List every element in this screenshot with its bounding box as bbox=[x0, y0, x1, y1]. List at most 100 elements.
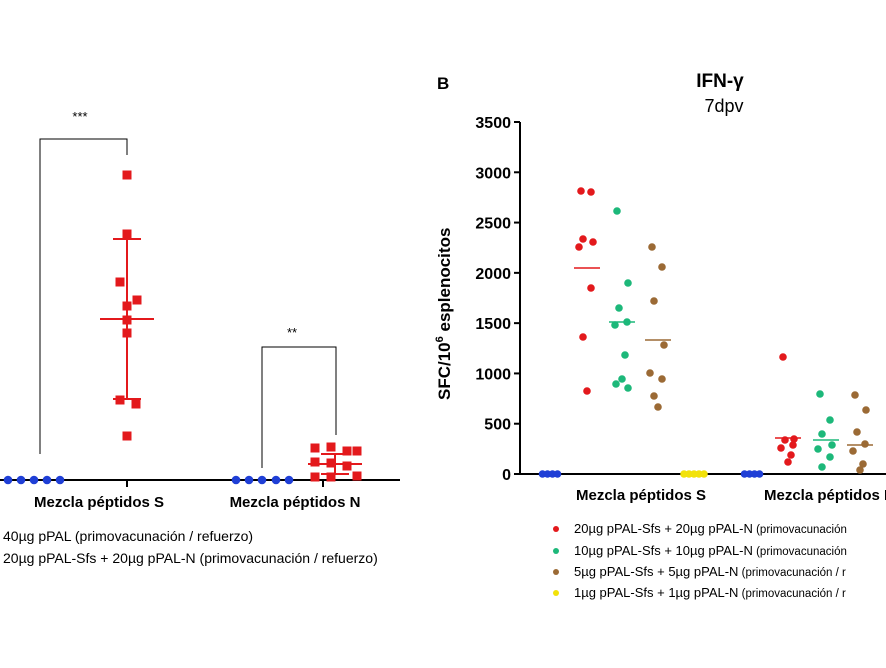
panel-b-point bbox=[615, 304, 623, 312]
panel-b-point bbox=[650, 392, 658, 400]
panel-b-point bbox=[613, 207, 621, 215]
panel-b-point bbox=[859, 460, 867, 468]
panel-b-legend-entry: 10µg pPAL-Sfs + 10µg pPAL-N (primovacuna… bbox=[574, 543, 847, 558]
panel-b-point bbox=[862, 406, 870, 414]
panel-b-point bbox=[650, 297, 658, 305]
panel-b-point bbox=[826, 453, 834, 461]
panel-b-point bbox=[553, 470, 562, 478]
panel-b-point bbox=[856, 466, 864, 474]
panel-a-category-label: Mezcla péptidos N bbox=[230, 494, 361, 511]
panel-a-point bbox=[284, 475, 294, 485]
panel-b-y-label: SFC/106 esplenocitos bbox=[434, 228, 454, 400]
panel-b-point bbox=[828, 441, 836, 449]
panel-b-point bbox=[851, 391, 859, 399]
panel-b-letter: B bbox=[437, 74, 449, 93]
panel-a-significance-bracket bbox=[39, 138, 128, 454]
panel-b-point bbox=[777, 444, 785, 452]
panel-b-y-tick-label: 0 bbox=[502, 467, 511, 484]
panel-b-point bbox=[789, 441, 797, 449]
panel-b-point bbox=[658, 375, 666, 383]
panel-b-point bbox=[618, 375, 626, 383]
panel-b-category-label: Mezcla péptidos N bbox=[764, 487, 886, 504]
panel-b: B IFN-γ 7dpv 0 500 1000 1500 2000 2500 3000 3500 SF… bbox=[434, 71, 886, 600]
panel-a-point bbox=[132, 295, 142, 305]
panel-a-point bbox=[352, 471, 362, 481]
panel-b-point bbox=[755, 470, 764, 478]
panel-a-legend-entry: 20µg pPAL-Sfs + 20µg pPAL-N (primovacuna… bbox=[3, 550, 378, 566]
panel-a-point bbox=[326, 442, 336, 452]
panel-b-point bbox=[853, 428, 861, 436]
panel-b-point bbox=[818, 463, 826, 471]
panel-a-category-label: Mezcla péptidos S bbox=[34, 494, 164, 511]
panel-b-point bbox=[589, 238, 597, 246]
panel-a-point bbox=[342, 446, 352, 456]
panel-b-point bbox=[648, 243, 656, 251]
panel-b-point bbox=[658, 263, 666, 271]
panel-b-point bbox=[624, 279, 632, 287]
panel-a-legend-entry: 40µg pPAL (primovacunación / refuerzo) bbox=[3, 528, 253, 544]
panel-b-legend-entry: 1µg pPAL-Sfs + 1µg pPAL-N (primovacunaci… bbox=[574, 585, 846, 600]
panel-a-point bbox=[122, 431, 132, 441]
panel-a-point bbox=[271, 475, 281, 485]
panel-a-point bbox=[352, 446, 362, 456]
panel-a-point bbox=[231, 475, 241, 485]
panel-b-point bbox=[577, 187, 585, 195]
panel-b-y-tick-label: 2500 bbox=[475, 216, 511, 233]
panel-b-point bbox=[849, 447, 857, 455]
panel-b-y-tick-label: 3000 bbox=[475, 165, 511, 182]
panel-a-significance-label: *** bbox=[72, 109, 87, 124]
panel-b-legend-marker bbox=[553, 548, 559, 554]
panel-b-y-tick-label: 500 bbox=[484, 417, 511, 434]
panel-b-y-tick-label: 1000 bbox=[475, 366, 511, 383]
panel-b-point bbox=[575, 243, 583, 251]
panel-b-point bbox=[579, 333, 587, 341]
panel-a-point bbox=[326, 472, 336, 482]
panel-b-point bbox=[779, 353, 787, 361]
panel-a-point bbox=[310, 457, 320, 467]
panel-a-point bbox=[342, 461, 352, 471]
panel-b-point bbox=[583, 387, 591, 395]
panel-b-legend-marker bbox=[553, 569, 559, 575]
panel-a-significance-bracket bbox=[261, 346, 337, 468]
panel-a-point bbox=[310, 443, 320, 453]
panel-a-point bbox=[122, 170, 132, 180]
panel-b-point bbox=[660, 341, 668, 349]
panel-b-point bbox=[621, 351, 629, 359]
panel-a-point bbox=[55, 475, 65, 485]
panel-b-point bbox=[612, 380, 620, 388]
panel-b-y-tick-label: 2000 bbox=[475, 266, 511, 283]
panel-b-point bbox=[816, 390, 824, 398]
panel-b-point bbox=[579, 235, 587, 243]
panel-a-point bbox=[115, 277, 125, 287]
panel-b-legend-marker bbox=[553, 590, 559, 596]
panel-b-point bbox=[587, 284, 595, 292]
panel-a-point bbox=[310, 472, 320, 482]
panel-b-subtitle: 7dpv bbox=[704, 96, 743, 116]
panel-a-point bbox=[29, 475, 39, 485]
panel-a-point bbox=[122, 229, 132, 239]
panel-b-legend-entry: 5µg pPAL-Sfs + 5µg pPAL-N (primovacunaci… bbox=[574, 564, 846, 579]
panel-b-y-tick-label: 3500 bbox=[475, 115, 511, 132]
panel-b-y-tick-label: 1500 bbox=[475, 316, 511, 333]
panel-b-point bbox=[826, 416, 834, 424]
panel-b-category-label: Mezcla péptidos S bbox=[576, 487, 706, 504]
panel-b-point bbox=[624, 384, 632, 392]
panel-a-point bbox=[131, 399, 141, 409]
panel-b-point bbox=[587, 188, 595, 196]
panel-b-point bbox=[861, 440, 869, 448]
panel-b-point bbox=[611, 321, 619, 329]
panel-b-legend-entry: 20µg pPAL-Sfs + 20µg pPAL-N (primovacuna… bbox=[574, 521, 847, 536]
panel-a-point bbox=[244, 475, 254, 485]
panel-a-point bbox=[16, 475, 26, 485]
panel-b-point bbox=[646, 369, 654, 377]
panel-a: Mezcla péptidos S Mezcla péptidos N*****4… bbox=[0, 109, 400, 566]
panel-b-point bbox=[787, 451, 795, 459]
panel-a-point bbox=[42, 475, 52, 485]
panel-b-title: IFN-γ bbox=[696, 71, 744, 92]
panel-a-point bbox=[3, 475, 13, 485]
panel-b-point bbox=[818, 430, 826, 438]
panel-a-point bbox=[257, 475, 267, 485]
panel-b-legend-marker bbox=[553, 526, 559, 532]
panel-a-significance-label: ** bbox=[287, 325, 297, 340]
